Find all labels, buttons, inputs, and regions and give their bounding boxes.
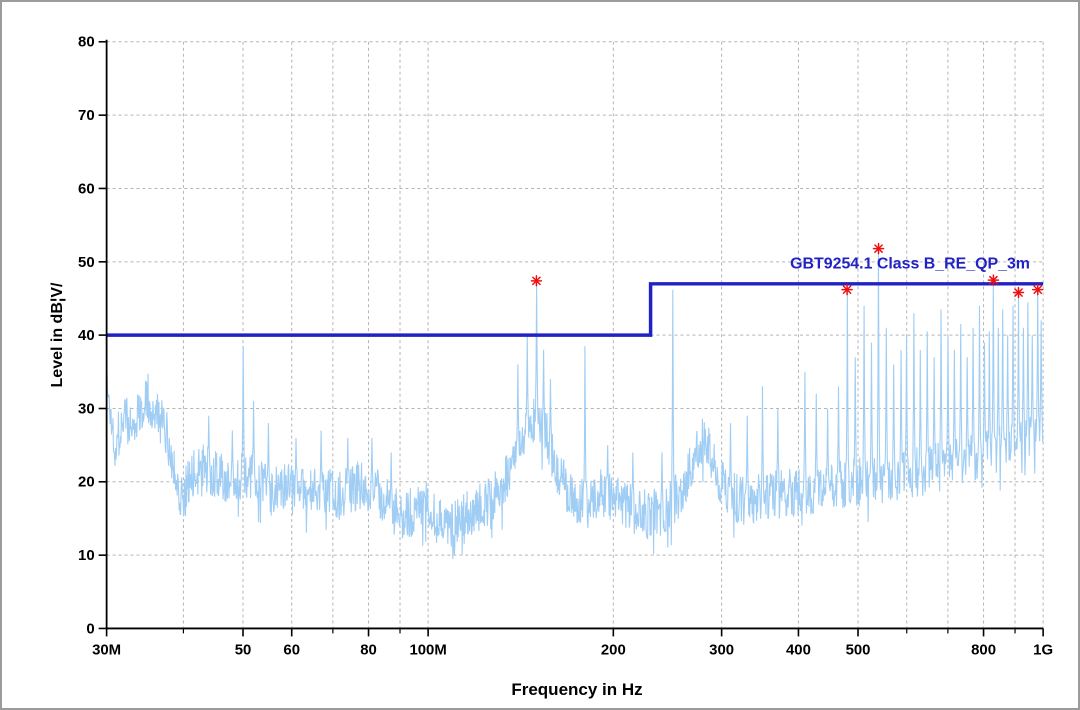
- x-tick-label: 500: [846, 641, 871, 658]
- y-tick-label: 70: [78, 107, 95, 124]
- y-tick-label: 0: [86, 620, 94, 637]
- x-tick-label: 30M: [92, 641, 121, 658]
- limit-label: GBT9254.1 Class B_RE_QP_3m: [790, 255, 1030, 272]
- x-tick-label: 200: [601, 641, 626, 658]
- x-tick-label: 50: [235, 641, 252, 658]
- y-tick-label: 40: [78, 327, 95, 344]
- peak-marker: [1032, 283, 1044, 296]
- y-tick-label: 60: [78, 180, 95, 197]
- y-tick-label: 80: [78, 34, 95, 51]
- peak-marker: [987, 274, 1000, 286]
- y-tick-label: 10: [78, 547, 95, 564]
- peak-marker: [530, 275, 543, 287]
- y-tick-label: 20: [78, 474, 95, 491]
- y-tick-label: 50: [78, 254, 95, 271]
- peak-marker: [872, 242, 885, 255]
- x-tick-label: 1G: [1033, 641, 1053, 658]
- x-tick-label: 80: [360, 641, 377, 658]
- x-tick-label: 60: [283, 641, 300, 658]
- limit-line: [106, 282, 1044, 337]
- peak-marker: [1012, 286, 1025, 299]
- x-tick-label: 800: [971, 641, 996, 658]
- x-tick-label: 400: [786, 641, 811, 658]
- x-axis-title: Frequency in Hz: [511, 680, 643, 699]
- measurement-trace: [106, 248, 1044, 560]
- y-tick-label: 30: [78, 400, 95, 417]
- x-tick-label: 300: [709, 641, 734, 658]
- peak-marker: [841, 283, 853, 296]
- x-tick-label: 100M: [409, 641, 446, 658]
- y-axis-title: Level in dB¦V/: [49, 282, 66, 388]
